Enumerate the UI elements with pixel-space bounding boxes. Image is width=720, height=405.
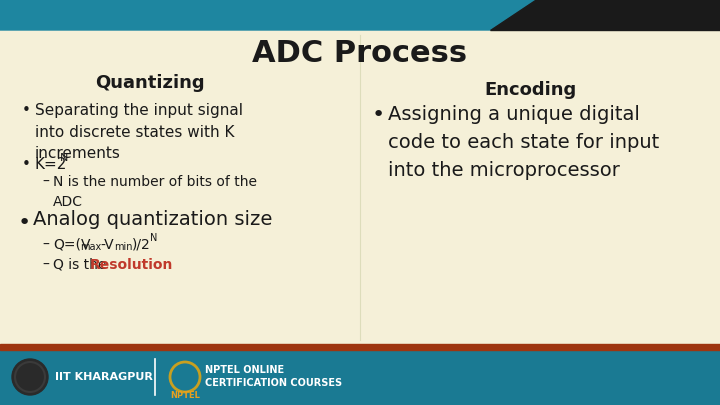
Text: N: N: [60, 153, 68, 163]
Text: Resolution: Resolution: [90, 258, 174, 272]
Bar: [0, 344, 720, 350]
Text: K=2: K=2: [35, 157, 68, 172]
Text: Analog quantization size: Analog quantization size: [33, 210, 272, 229]
Polygon shape: [0, 0, 535, 30]
Polygon shape: [490, 0, 720, 30]
Text: CERTIFICATION COURSES: CERTIFICATION COURSES: [205, 378, 342, 388]
Text: Q=(V: Q=(V: [53, 238, 91, 252]
Text: NPTEL ONLINE: NPTEL ONLINE: [205, 365, 284, 375]
Text: Assigning a unique digital
code to each state for input
into the microprocessor: Assigning a unique digital code to each …: [388, 105, 660, 180]
Text: IIT KHARAGPUR: IIT KHARAGPUR: [55, 372, 153, 382]
Text: N: N: [150, 233, 158, 243]
Text: Encoding: Encoding: [484, 81, 576, 99]
Text: min: min: [114, 242, 132, 252]
Bar: [0, 30, 720, 344]
Text: •: •: [18, 213, 31, 233]
Text: max: max: [80, 242, 102, 252]
Text: –: –: [42, 238, 49, 252]
Text: )/2: )/2: [132, 238, 150, 252]
Text: ADC Process: ADC Process: [253, 38, 467, 68]
Text: Q is the: Q is the: [53, 258, 111, 272]
Text: N is the number of bits of the
ADC: N is the number of bits of the ADC: [53, 175, 257, 209]
Text: -V: -V: [100, 238, 114, 252]
Text: NPTEL: NPTEL: [170, 390, 200, 399]
Bar: [0, 350, 720, 405]
Circle shape: [12, 359, 48, 395]
Text: •: •: [22, 157, 31, 172]
Text: –: –: [42, 258, 49, 272]
Text: Separating the input signal
into discrete states with K
increments: Separating the input signal into discret…: [35, 103, 243, 161]
Text: Quantizing: Quantizing: [95, 74, 204, 92]
Text: •: •: [372, 105, 385, 125]
Text: –: –: [42, 175, 49, 189]
Text: •: •: [22, 103, 31, 118]
